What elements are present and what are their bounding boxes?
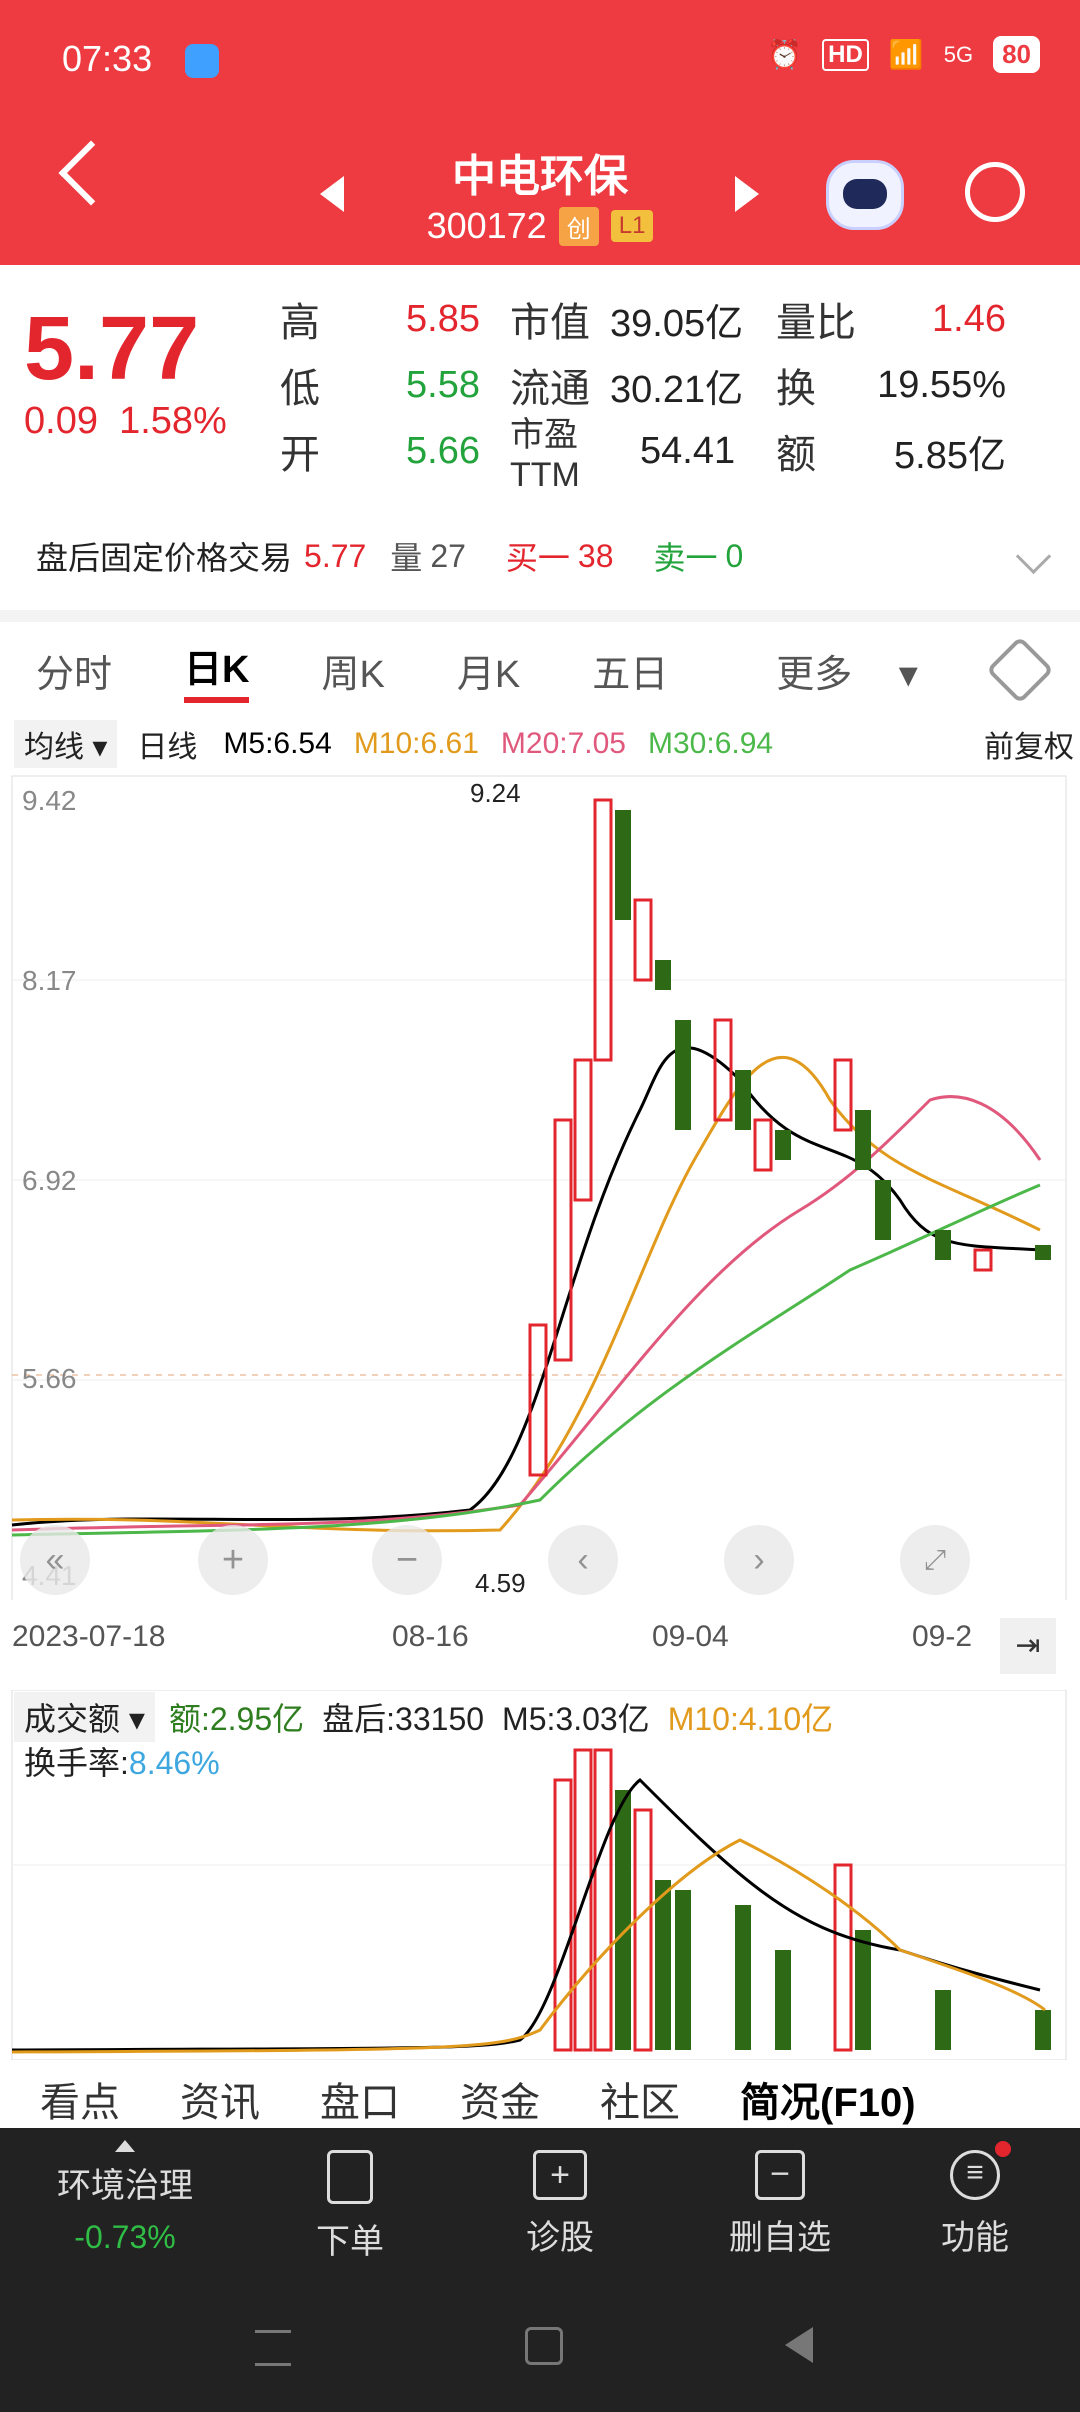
net-label: 5G (943, 41, 974, 67)
jump-to-latest-icon[interactable]: ⇥ (1000, 1618, 1056, 1674)
tab-five-day[interactable]: 五日 (592, 653, 669, 696)
tab-orderbook[interactable]: 盘口 (320, 2081, 400, 2125)
fullscreen-button[interactable]: ⤢ (900, 1525, 970, 1595)
zoom-out-button[interactable]: − (372, 1525, 442, 1595)
high-mark: 9.24 (470, 778, 521, 808)
price-axis-label: 6.92 (22, 1165, 77, 1196)
low-mark: 4.59 (475, 1568, 526, 1598)
notification-dot (995, 2141, 1011, 2157)
info-tabs: 看点 资讯 盘口 资金 社区 简况(F10) (0, 2070, 1080, 2128)
adjust-button[interactable]: 前复权 (984, 731, 1074, 764)
last-price: 5.77 (24, 299, 200, 399)
battery-icon: 80 (993, 36, 1040, 73)
tab-fenshi[interactable]: 分时 (36, 653, 113, 696)
system-home-icon[interactable] (525, 2327, 563, 2365)
remove-watchlist-button[interactable]: − 删自选 (705, 2150, 855, 2259)
plus-box-icon: + (533, 2150, 587, 2200)
document-icon (327, 2150, 373, 2204)
price-change: 0.09 1.58% (24, 400, 227, 442)
ma-select[interactable]: 均线 ▾ (14, 720, 118, 768)
system-menu-icon[interactable] (255, 2330, 291, 2366)
search-icon[interactable] (965, 162, 1025, 222)
tab-fund[interactable]: 资金 (460, 2081, 540, 2125)
order-button[interactable]: 下单 (290, 2150, 410, 2263)
after-hours-bar[interactable]: 盘后固定价格交易 5.77 量 27 买一 38 卖一 0 (36, 528, 1052, 584)
alarm-icon: ⏰ (767, 39, 803, 70)
volume-header: 成交额 ▾ 额:2.95亿 盘后:33150 M5:3.03亿 M10:4.10… (14, 1692, 1074, 1742)
level-tag: L1 (610, 210, 654, 242)
up-arrow-icon (115, 2140, 135, 2152)
quote-grid: 高 5.85 市值 39.05亿 量比 1.46 低 5.58 流通 30.21… (280, 297, 1006, 495)
status-icons: ⏰ HD 📶 5G 80 (767, 36, 1040, 73)
price-axis-label: 8.17 (22, 965, 77, 996)
status-time: 07:33 (62, 38, 153, 79)
volume-chart[interactable] (0, 1690, 1080, 2060)
prev-stock-icon[interactable] (320, 176, 344, 212)
price-axis-label: 5.66 (22, 1363, 77, 1394)
menu-circle-icon: ≡ (950, 2141, 1011, 2200)
board-tag: 创 (558, 206, 599, 246)
stock-code-row: 300172 创 L1 (0, 205, 1080, 247)
period-tabs: 分时 日K 周K 月K 五日 更多 ▾ (0, 630, 1080, 710)
tab-day-k[interactable]: 日K (184, 638, 250, 703)
tab-week-k[interactable]: 周K (321, 653, 385, 696)
sector-info[interactable]: 环境治理 -0.73% (20, 2140, 230, 2256)
tab-highlights[interactable]: 看点 (40, 2081, 120, 2125)
volume-select[interactable]: 成交额 ▾ (14, 1692, 155, 1742)
turnover-row: 换手率:8.46% (24, 1745, 220, 1781)
function-button[interactable]: ≡ 功能 (915, 2141, 1035, 2259)
minus-box-icon: − (755, 2150, 805, 2200)
tab-profile[interactable]: 简况(F10) (740, 2081, 916, 2125)
chevron-down-icon[interactable] (1015, 538, 1052, 574)
divider (0, 610, 1080, 622)
kline-chart[interactable]: 9.42 8.17 6.92 5.66 4.41 9.24 4.59 (0, 770, 1080, 1600)
diagnose-button[interactable]: + 诊股 (500, 2150, 620, 2259)
hd-icon: HD (822, 38, 869, 71)
x-axis: 2023-07-18 08-16 09-04 09-2 (12, 1620, 973, 1653)
tab-month-k[interactable]: 月K (456, 653, 521, 696)
scroll-left-button[interactable]: « (20, 1525, 90, 1595)
next-stock-icon[interactable] (735, 176, 759, 212)
stock-name: 中电环保 (452, 152, 628, 201)
indicator-row: 均线 ▾ 日线 M5:6.54 M10:6.61 M20:7.05 M30:6.… (14, 720, 1074, 768)
weather-icon (185, 44, 219, 78)
stock-code: 300172 (426, 205, 547, 246)
system-back-icon[interactable] (785, 2327, 813, 2363)
tab-more[interactable]: 更多 ▾ (776, 653, 918, 696)
tab-news[interactable]: 资讯 (180, 2081, 260, 2125)
prev-button[interactable]: ‹ (548, 1525, 618, 1595)
zoom-in-button[interactable]: + (198, 1525, 268, 1595)
wifi-icon: 📶 (888, 39, 924, 70)
robot-icon[interactable] (826, 160, 904, 230)
price-axis-label: 9.42 (22, 785, 77, 816)
next-button[interactable]: › (724, 1525, 794, 1595)
tab-community[interactable]: 社区 (600, 2081, 680, 2125)
header (0, 0, 1080, 265)
